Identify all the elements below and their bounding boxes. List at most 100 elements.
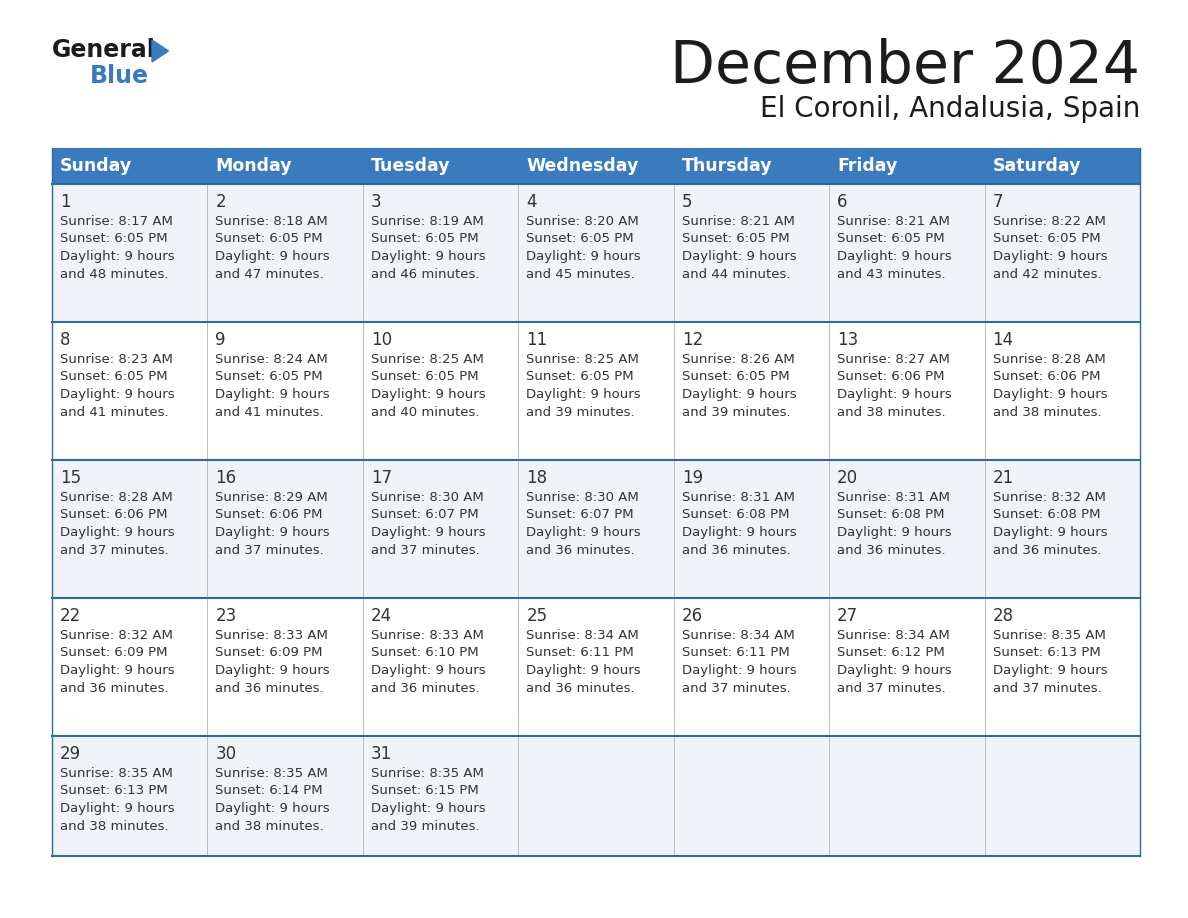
Text: 17: 17: [371, 469, 392, 487]
Text: Daylight: 9 hours: Daylight: 9 hours: [526, 526, 640, 539]
Text: Wednesday: Wednesday: [526, 157, 639, 175]
Text: Sunset: 6:05 PM: Sunset: 6:05 PM: [215, 371, 323, 384]
Text: and 40 minutes.: and 40 minutes.: [371, 406, 479, 419]
Text: 10: 10: [371, 331, 392, 349]
Text: Sunset: 6:09 PM: Sunset: 6:09 PM: [215, 646, 323, 659]
Text: 1: 1: [61, 193, 70, 211]
Text: Sunset: 6:06 PM: Sunset: 6:06 PM: [215, 509, 323, 521]
Text: and 37 minutes.: and 37 minutes.: [215, 543, 324, 556]
Text: December 2024: December 2024: [670, 38, 1140, 95]
Text: 27: 27: [838, 607, 858, 625]
Polygon shape: [152, 40, 169, 62]
Text: Daylight: 9 hours: Daylight: 9 hours: [215, 388, 330, 401]
Text: Friday: Friday: [838, 157, 897, 175]
Text: Daylight: 9 hours: Daylight: 9 hours: [215, 526, 330, 539]
Text: and 38 minutes.: and 38 minutes.: [215, 820, 324, 833]
Text: 18: 18: [526, 469, 548, 487]
Text: and 45 minutes.: and 45 minutes.: [526, 267, 634, 281]
Text: Sunset: 6:05 PM: Sunset: 6:05 PM: [838, 232, 944, 245]
Text: Daylight: 9 hours: Daylight: 9 hours: [992, 388, 1107, 401]
Text: Daylight: 9 hours: Daylight: 9 hours: [61, 802, 175, 815]
Text: Sunrise: 8:25 AM: Sunrise: 8:25 AM: [526, 353, 639, 366]
Text: Daylight: 9 hours: Daylight: 9 hours: [682, 526, 796, 539]
Text: Sunrise: 8:27 AM: Sunrise: 8:27 AM: [838, 353, 950, 366]
Text: Sunset: 6:05 PM: Sunset: 6:05 PM: [992, 232, 1100, 245]
Bar: [52, 184, 1140, 322]
Text: General: General: [52, 38, 156, 62]
Text: Daylight: 9 hours: Daylight: 9 hours: [526, 388, 640, 401]
Text: Sunrise: 8:28 AM: Sunrise: 8:28 AM: [61, 491, 172, 504]
Text: 12: 12: [682, 331, 703, 349]
Text: 25: 25: [526, 607, 548, 625]
Text: Daylight: 9 hours: Daylight: 9 hours: [838, 664, 952, 677]
Text: 21: 21: [992, 469, 1013, 487]
Text: 7: 7: [992, 193, 1003, 211]
Text: Sunset: 6:05 PM: Sunset: 6:05 PM: [526, 371, 634, 384]
Text: and 39 minutes.: and 39 minutes.: [371, 820, 480, 833]
Text: 30: 30: [215, 745, 236, 763]
Text: Sunrise: 8:22 AM: Sunrise: 8:22 AM: [992, 215, 1106, 228]
Bar: [52, 322, 1140, 460]
Text: 23: 23: [215, 607, 236, 625]
Text: 9: 9: [215, 331, 226, 349]
Text: Sunset: 6:05 PM: Sunset: 6:05 PM: [61, 371, 168, 384]
Text: Daylight: 9 hours: Daylight: 9 hours: [682, 250, 796, 263]
Text: Daylight: 9 hours: Daylight: 9 hours: [61, 664, 175, 677]
Text: and 36 minutes.: and 36 minutes.: [371, 681, 480, 695]
Text: Sunrise: 8:24 AM: Sunrise: 8:24 AM: [215, 353, 328, 366]
Text: and 39 minutes.: and 39 minutes.: [682, 406, 790, 419]
Text: 29: 29: [61, 745, 81, 763]
Text: Tuesday: Tuesday: [371, 157, 450, 175]
Text: Daylight: 9 hours: Daylight: 9 hours: [371, 802, 486, 815]
Text: 6: 6: [838, 193, 848, 211]
Text: 20: 20: [838, 469, 858, 487]
Text: 24: 24: [371, 607, 392, 625]
Text: and 37 minutes.: and 37 minutes.: [838, 681, 946, 695]
Text: Sunset: 6:08 PM: Sunset: 6:08 PM: [992, 509, 1100, 521]
Text: and 37 minutes.: and 37 minutes.: [992, 681, 1101, 695]
Text: and 43 minutes.: and 43 minutes.: [838, 267, 946, 281]
Text: Sunrise: 8:32 AM: Sunrise: 8:32 AM: [61, 629, 173, 642]
Text: Sunrise: 8:32 AM: Sunrise: 8:32 AM: [992, 491, 1106, 504]
Text: and 36 minutes.: and 36 minutes.: [215, 681, 324, 695]
Text: 31: 31: [371, 745, 392, 763]
Text: 8: 8: [61, 331, 70, 349]
Text: Sunrise: 8:23 AM: Sunrise: 8:23 AM: [61, 353, 173, 366]
Text: Sunset: 6:13 PM: Sunset: 6:13 PM: [992, 646, 1100, 659]
Text: and 36 minutes.: and 36 minutes.: [526, 681, 634, 695]
Text: Daylight: 9 hours: Daylight: 9 hours: [992, 250, 1107, 263]
Text: Sunset: 6:06 PM: Sunset: 6:06 PM: [992, 371, 1100, 384]
Text: Sunset: 6:07 PM: Sunset: 6:07 PM: [371, 509, 479, 521]
Text: 16: 16: [215, 469, 236, 487]
Text: Sunset: 6:05 PM: Sunset: 6:05 PM: [371, 371, 479, 384]
Text: Daylight: 9 hours: Daylight: 9 hours: [215, 802, 330, 815]
Text: Daylight: 9 hours: Daylight: 9 hours: [371, 250, 486, 263]
Text: Sunrise: 8:35 AM: Sunrise: 8:35 AM: [215, 767, 328, 780]
Text: Saturday: Saturday: [992, 157, 1081, 175]
Text: and 41 minutes.: and 41 minutes.: [215, 406, 324, 419]
Text: Sunrise: 8:31 AM: Sunrise: 8:31 AM: [682, 491, 795, 504]
Text: Sunset: 6:09 PM: Sunset: 6:09 PM: [61, 646, 168, 659]
Text: Daylight: 9 hours: Daylight: 9 hours: [682, 664, 796, 677]
Text: Sunset: 6:06 PM: Sunset: 6:06 PM: [838, 371, 944, 384]
Text: Sunrise: 8:20 AM: Sunrise: 8:20 AM: [526, 215, 639, 228]
Text: Sunrise: 8:34 AM: Sunrise: 8:34 AM: [682, 629, 795, 642]
Text: Thursday: Thursday: [682, 157, 772, 175]
Text: Sunrise: 8:29 AM: Sunrise: 8:29 AM: [215, 491, 328, 504]
Text: Daylight: 9 hours: Daylight: 9 hours: [526, 664, 640, 677]
Text: Sunset: 6:05 PM: Sunset: 6:05 PM: [682, 232, 789, 245]
Text: Daylight: 9 hours: Daylight: 9 hours: [526, 250, 640, 263]
Text: Sunset: 6:10 PM: Sunset: 6:10 PM: [371, 646, 479, 659]
Text: 19: 19: [682, 469, 703, 487]
Text: 13: 13: [838, 331, 859, 349]
Text: Sunrise: 8:31 AM: Sunrise: 8:31 AM: [838, 491, 950, 504]
Text: Daylight: 9 hours: Daylight: 9 hours: [838, 388, 952, 401]
Text: and 36 minutes.: and 36 minutes.: [61, 681, 169, 695]
Text: and 37 minutes.: and 37 minutes.: [371, 543, 480, 556]
Text: and 42 minutes.: and 42 minutes.: [992, 267, 1101, 281]
Text: and 41 minutes.: and 41 minutes.: [61, 406, 169, 419]
Text: and 36 minutes.: and 36 minutes.: [838, 543, 946, 556]
Text: and 37 minutes.: and 37 minutes.: [61, 543, 169, 556]
Text: and 39 minutes.: and 39 minutes.: [526, 406, 634, 419]
Text: Sunset: 6:14 PM: Sunset: 6:14 PM: [215, 785, 323, 798]
